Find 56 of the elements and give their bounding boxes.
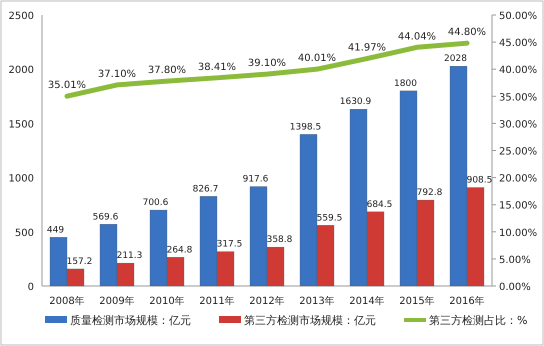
y-tick-label: 2500 (8, 11, 34, 22)
y-tick-label: 0 (28, 282, 34, 293)
data-label: 37.80% (148, 65, 186, 76)
x-tick-label: 2012年 (249, 295, 285, 307)
x-tick-label: 2014年 (349, 295, 385, 307)
data-label: 2028 (444, 54, 468, 64)
legend-label: 第三方检测占比：% (429, 314, 528, 327)
data-label: 35.01% (48, 80, 86, 92)
data-label: 684.5 (366, 200, 392, 210)
data-label: 44.80% (448, 27, 486, 38)
y2-tick-label: 40.00% (499, 65, 538, 76)
x-tick-label: 2008年 (49, 295, 85, 307)
data-label: 559.5 (316, 213, 342, 224)
x-tick-label: 2010年 (149, 295, 185, 307)
data-label: 569.6 (92, 212, 119, 222)
x-tick-label: 2015年 (399, 295, 435, 307)
data-label: 157.2 (66, 256, 92, 267)
data-label: 211.3 (116, 251, 142, 262)
data-label: 317.5 (216, 240, 242, 250)
data-label: 40.01% (298, 53, 336, 64)
y-tick-label: 2000 (8, 65, 34, 76)
data-label: 39.10% (248, 58, 286, 70)
data-label: 38.41% (198, 62, 236, 73)
data-label: 1630.9 (340, 97, 372, 108)
y2-tick-label: 10.00% (499, 228, 538, 239)
y2-tick-label: 5.00% (499, 254, 531, 266)
y2-tick-label: 0.00% (499, 282, 531, 293)
data-label: 44.04% (398, 31, 436, 42)
x-tick-label: 2016年 (449, 295, 485, 307)
y2-tick-label: 50.00% (499, 11, 538, 22)
y2-tick-label: 20.00% (499, 174, 538, 185)
y-tick-label: 1500 (8, 119, 34, 130)
data-label: 449 (46, 225, 64, 236)
x-tick-label: 2009年 (99, 295, 135, 307)
legend-label: 质量检测市场规模：亿元 (70, 314, 191, 327)
data-label: 37.10% (98, 68, 136, 80)
y2-tick-label: 25.00% (499, 146, 538, 158)
data-label: 908.5 (466, 176, 492, 186)
y2-tick-label: 15.00% (499, 200, 538, 212)
y2-tick-label: 30.00% (499, 119, 538, 130)
y-tick-label: 500 (14, 228, 34, 239)
data-label: 917.6 (242, 174, 269, 185)
x-tick-label: 2011年 (199, 295, 235, 307)
data-label: 1398.5 (290, 122, 322, 132)
data-label: 826.7 (192, 184, 218, 194)
data-label: 264.8 (166, 245, 193, 256)
x-tick-label: 2013年 (299, 295, 335, 307)
data-label: 1800 (394, 78, 418, 89)
legend-label: 第三方检测市场规模：亿元 (244, 314, 376, 327)
y2-tick-label: 45.00% (499, 38, 538, 50)
data-label: 358.8 (266, 235, 293, 246)
y2-tick-label: 35.00% (499, 92, 538, 104)
y-tick-label: 1000 (8, 174, 34, 185)
data-label: 700.6 (142, 198, 169, 208)
data-label: 792.8 (416, 188, 443, 198)
data-label: 41.97% (348, 42, 386, 54)
